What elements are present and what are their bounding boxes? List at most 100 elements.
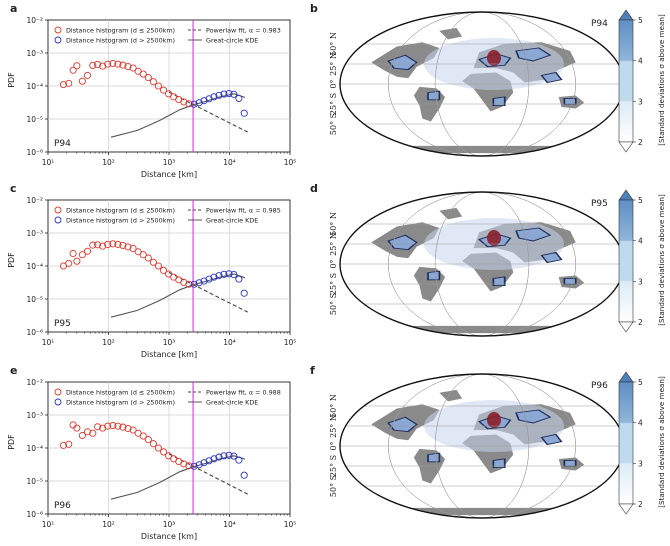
point-small-distance [114, 240, 122, 248]
legend-marker-small [54, 206, 62, 214]
point-small-distance [104, 60, 112, 68]
land-mass [439, 389, 463, 402]
land-mass [439, 27, 463, 40]
point-small-distance [149, 258, 157, 266]
point-small-distance [73, 62, 81, 70]
point-small-distance [185, 100, 193, 108]
lat-label: 25° S [329, 93, 338, 115]
colorbar-extend-top [618, 371, 634, 383]
point-small-distance [69, 421, 77, 429]
y-tick-label: 10⁻⁶ [26, 510, 43, 519]
point-small-distance [99, 62, 107, 70]
point-small-distance [94, 241, 102, 249]
point-small-distance [114, 422, 122, 430]
point-small-distance [109, 59, 117, 68]
legend-marker-small [54, 26, 62, 34]
point-small-distance [69, 249, 77, 258]
y-tick-label: 10⁻² [26, 378, 43, 387]
x-tick-label: 10⁵ [284, 520, 297, 529]
x-tick-label: 10⁴ [223, 338, 236, 347]
point-small-distance [165, 270, 173, 278]
point-small-distance [129, 426, 137, 434]
point-large-distance [205, 95, 213, 103]
point-large-distance [240, 109, 248, 117]
point-small-distance [129, 244, 137, 253]
point-large-distance [205, 457, 213, 465]
colorbar-tick-label: 4 [638, 419, 643, 428]
point-small-distance [83, 428, 92, 436]
y-tick-label: 10⁻⁴ [26, 82, 43, 91]
x-tick-label: 10⁵ [284, 158, 297, 167]
hotspot-contour [492, 276, 506, 287]
colorbar-tick-label: 4 [638, 237, 643, 246]
hotspot-contour [540, 433, 563, 446]
kde-line [110, 273, 246, 318]
x-tick-label: 10⁵ [284, 338, 297, 347]
point-small-distance [83, 247, 92, 255]
legend-label-kde: Great-circle KDE [206, 37, 258, 45]
point-large-distance [210, 455, 218, 463]
land-mass [403, 145, 561, 154]
lat-label: 50° S [329, 113, 338, 135]
point-small-distance [83, 71, 92, 79]
point-small-distance [159, 266, 168, 274]
point-large-distance [240, 289, 248, 297]
point-small-distance [124, 243, 132, 251]
hotspot-contour [387, 54, 418, 71]
point-small-distance [139, 432, 147, 440]
lat-label: 25° S [329, 273, 338, 295]
colorbar [618, 199, 634, 323]
panel-letter: d [310, 182, 318, 195]
point-small-distance [154, 82, 162, 90]
hotspot-contour [387, 416, 418, 433]
colorbar-extend-top [618, 189, 634, 201]
point-large-distance [230, 452, 238, 460]
point-small-distance [180, 460, 188, 468]
point-large-distance [240, 471, 248, 479]
point-small-distance [180, 278, 188, 286]
point-large-distance [210, 93, 218, 101]
colorbar-extend-bottom [618, 321, 634, 333]
hotspot-contour [563, 459, 577, 467]
colorbar [618, 19, 634, 143]
point-small-distance [89, 429, 97, 437]
point-small-distance [185, 280, 193, 288]
legend-label-kde: Great-circle KDE [206, 399, 258, 407]
point-large-distance [215, 453, 223, 461]
lat-label: 0° [329, 79, 338, 88]
x-tick-label: 10⁴ [223, 520, 236, 529]
y-axis-label: PDF [7, 72, 16, 88]
legend-label-kde: Great-circle KDE [206, 217, 258, 225]
point-large-distance [190, 100, 198, 108]
kde-line [110, 455, 246, 500]
panel-letter: c [10, 182, 17, 195]
point-large-distance [190, 280, 198, 288]
lat-label: 0° [329, 259, 338, 268]
graticule-lon [388, 192, 576, 336]
panel-tag: P95 [54, 319, 71, 329]
point-small-distance [73, 424, 81, 432]
point-large-distance [220, 270, 228, 278]
point-small-distance [69, 66, 77, 74]
y-tick-label: 10⁻³ [26, 49, 43, 58]
y-tick-label: 10⁻⁶ [26, 148, 43, 157]
map-contents [340, 374, 624, 518]
point-small-distance [99, 424, 107, 432]
point-small-distance [104, 422, 112, 430]
panel-letter: b [310, 2, 318, 15]
point-small-distance [89, 61, 97, 69]
point-large-distance [235, 275, 243, 283]
graticule-lon [388, 374, 576, 518]
colorbar-tick-label: 5 [638, 378, 643, 387]
graticule-lon [434, 192, 530, 336]
y-axis-label: PDF [7, 434, 16, 450]
point-large-distance [225, 90, 233, 98]
point-large-distance [235, 456, 243, 464]
panel-letter: a [10, 2, 17, 15]
point-small-distance [65, 79, 73, 87]
point-small-distance [104, 240, 112, 248]
hotspot-contour [492, 458, 506, 469]
hotspot-contour [515, 47, 552, 62]
